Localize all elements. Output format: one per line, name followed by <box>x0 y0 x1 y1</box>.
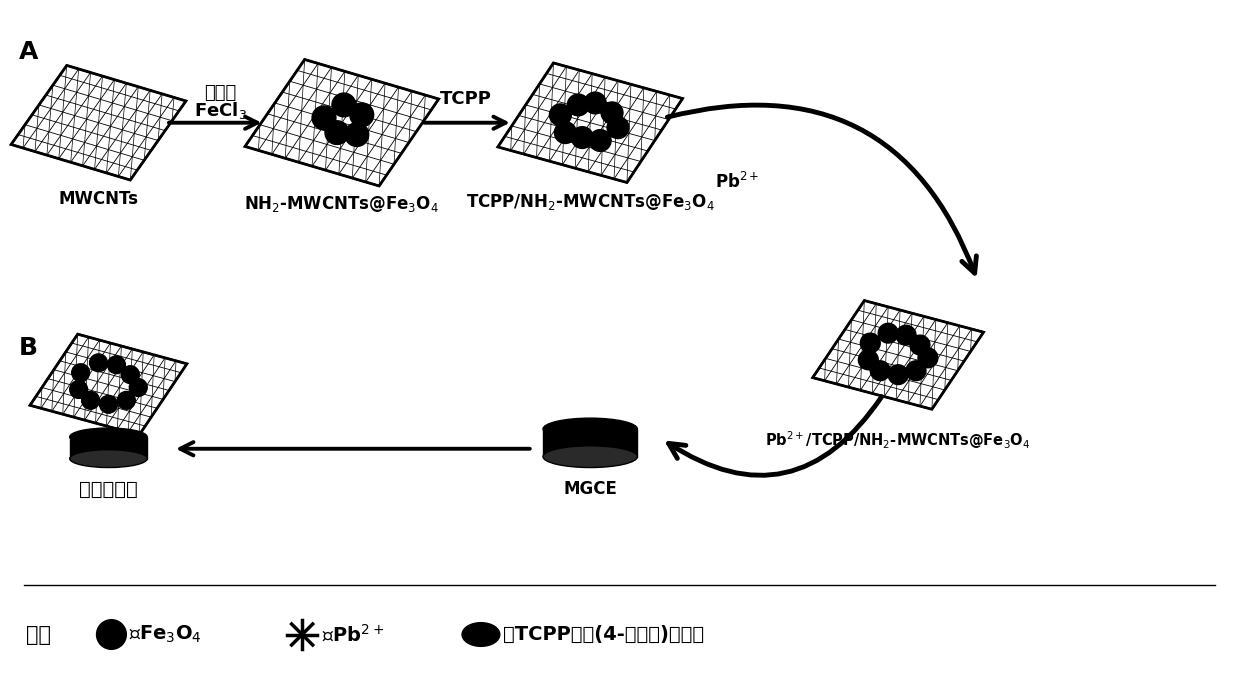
Circle shape <box>878 323 898 343</box>
Circle shape <box>918 348 938 368</box>
Ellipse shape <box>543 446 637 468</box>
Circle shape <box>129 379 147 396</box>
Circle shape <box>567 94 590 116</box>
Circle shape <box>896 325 916 345</box>
Text: NH$_2$-MWCNTs@Fe$_3$O$_4$: NH$_2$-MWCNTs@Fe$_3$O$_4$ <box>244 194 440 214</box>
Text: 化学传感器: 化学传感器 <box>79 480 138 500</box>
Text: TCPP: TCPP <box>440 90 492 108</box>
Circle shape <box>906 361 926 380</box>
Circle shape <box>870 361 890 380</box>
Circle shape <box>121 366 139 384</box>
Text: MGCE: MGCE <box>564 480 617 498</box>
Text: A: A <box>19 40 38 64</box>
Text: ：Pb$^{2+}$: ：Pb$^{2+}$ <box>322 624 384 645</box>
Ellipse shape <box>543 418 637 440</box>
Text: 注：: 注： <box>26 625 51 645</box>
Circle shape <box>72 364 89 382</box>
Text: B: B <box>19 336 38 360</box>
Ellipse shape <box>462 623 499 646</box>
Circle shape <box>312 106 336 130</box>
Circle shape <box>97 620 126 650</box>
Circle shape <box>99 396 118 413</box>
Text: 氨基化: 氨基化 <box>204 84 237 102</box>
Ellipse shape <box>69 450 147 468</box>
Polygon shape <box>498 63 683 183</box>
Circle shape <box>118 391 135 409</box>
Circle shape <box>859 350 878 370</box>
Circle shape <box>344 123 369 146</box>
Polygon shape <box>30 334 187 435</box>
Circle shape <box>69 380 88 398</box>
Polygon shape <box>11 65 186 180</box>
Circle shape <box>571 127 593 149</box>
Bar <box>543 429 637 457</box>
Circle shape <box>108 356 125 373</box>
Polygon shape <box>813 301 984 409</box>
Circle shape <box>349 103 374 127</box>
Circle shape <box>909 335 930 355</box>
Circle shape <box>585 92 606 114</box>
Circle shape <box>82 391 99 409</box>
Polygon shape <box>245 60 439 186</box>
Text: Pb$^{2+}$/TCPP/NH$_2$-MWCNTs@Fe$_3$O$_4$: Pb$^{2+}$/TCPP/NH$_2$-MWCNTs@Fe$_3$O$_4$ <box>766 429 1031 450</box>
Ellipse shape <box>69 428 147 446</box>
Circle shape <box>549 104 571 126</box>
Circle shape <box>554 121 576 144</box>
Circle shape <box>888 365 908 384</box>
Text: ：TCPP（四(4-羧苯基)卟吩）: ：TCPP（四(4-羧苯基)卟吩） <box>503 625 704 644</box>
Circle shape <box>860 333 880 353</box>
Circle shape <box>325 121 349 144</box>
Text: ：Fe$_3$O$_4$: ：Fe$_3$O$_4$ <box>129 624 202 645</box>
Circle shape <box>332 93 356 117</box>
Text: Pb$^{2+}$: Pb$^{2+}$ <box>715 172 760 192</box>
Text: MWCNTs: MWCNTs <box>58 190 139 208</box>
Text: FeCl$_3$: FeCl$_3$ <box>193 101 247 121</box>
Circle shape <box>89 354 108 372</box>
Text: TCPP/NH$_2$-MWCNTs@Fe$_3$O$_4$: TCPP/NH$_2$-MWCNTs@Fe$_3$O$_4$ <box>466 192 715 212</box>
Circle shape <box>601 102 623 124</box>
Circle shape <box>590 130 611 151</box>
Bar <box>69 437 147 459</box>
Circle shape <box>607 117 629 139</box>
